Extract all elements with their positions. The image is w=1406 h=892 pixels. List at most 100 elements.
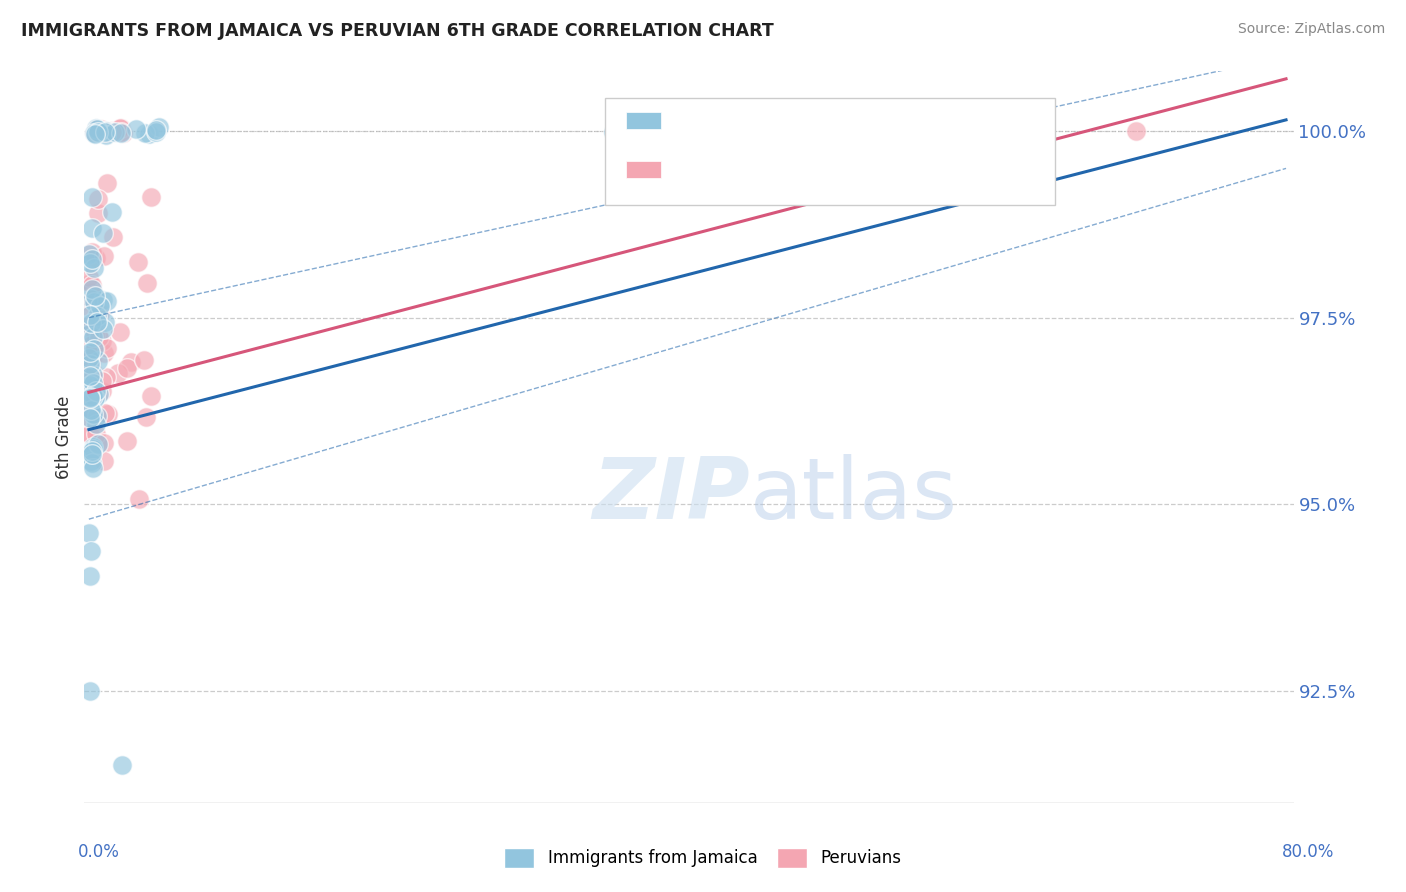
Point: [107, 366, 129, 380]
Point: [82, 461, 104, 475]
Point: [94, 126, 117, 140]
Point: [84, 251, 107, 265]
Point: [84, 427, 107, 442]
Point: [94, 125, 117, 139]
Text: 95: 95: [820, 111, 842, 128]
Point: [82, 408, 104, 422]
Point: [96, 293, 118, 308]
Point: [79, 391, 101, 405]
Point: [80, 343, 103, 357]
Point: [86, 309, 108, 323]
Text: Source: ZipAtlas.com: Source: ZipAtlas.com: [1237, 22, 1385, 37]
Point: [83, 126, 105, 140]
Point: [79, 683, 101, 698]
Point: [79, 276, 101, 290]
Point: [80, 317, 103, 331]
Point: [87, 205, 110, 219]
Point: [111, 758, 134, 772]
Point: [77, 525, 100, 540]
Point: [86, 121, 108, 136]
Point: [91, 227, 114, 241]
Point: [90, 122, 112, 136]
Point: [79, 351, 101, 366]
Point: [82, 368, 104, 382]
Point: [89, 306, 111, 320]
Point: [83, 295, 105, 310]
Legend: Immigrants from Jamaica, Peruvians: Immigrants from Jamaica, Peruvians: [498, 841, 908, 875]
Point: [83, 326, 105, 340]
Point: [80, 456, 103, 470]
Point: [115, 361, 138, 376]
Point: [80, 292, 103, 306]
Point: [83, 334, 105, 349]
Point: [80, 402, 103, 417]
Point: [1125, 124, 1147, 138]
Point: [108, 325, 131, 339]
Point: [87, 124, 110, 138]
Point: [103, 229, 125, 244]
Point: [77, 387, 100, 401]
Point: [77, 270, 100, 285]
Point: [93, 435, 115, 450]
Point: [77, 343, 100, 357]
Point: [79, 427, 101, 442]
Point: [93, 249, 115, 263]
Point: [96, 123, 118, 137]
Point: [82, 278, 104, 293]
Point: [135, 410, 157, 425]
Point: [120, 355, 142, 369]
Point: [94, 406, 117, 420]
Text: ZIP: ZIP: [592, 454, 749, 537]
Point: [82, 366, 104, 380]
Point: [128, 491, 150, 506]
Text: 0.0%: 0.0%: [77, 843, 120, 861]
Point: [86, 384, 108, 398]
Point: [79, 345, 101, 359]
Point: [84, 127, 107, 141]
Point: [115, 434, 138, 448]
Point: [94, 315, 117, 329]
Point: [79, 357, 101, 371]
Point: [79, 344, 101, 359]
Point: [79, 569, 101, 583]
Point: [82, 221, 104, 235]
Point: [80, 454, 103, 468]
Point: [77, 300, 100, 314]
Point: [77, 362, 100, 376]
Point: [82, 442, 104, 456]
Point: [89, 299, 111, 313]
Point: [87, 124, 110, 138]
Point: [84, 342, 107, 356]
Point: [82, 376, 104, 390]
Point: [145, 124, 167, 138]
Point: [79, 369, 101, 384]
Text: N =: N =: [780, 111, 817, 128]
Point: [97, 407, 120, 421]
Point: [110, 121, 132, 136]
Point: [86, 409, 108, 423]
Point: [93, 346, 115, 360]
Point: [112, 126, 135, 140]
Point: [87, 353, 110, 368]
Point: [139, 190, 162, 204]
Point: [80, 379, 103, 393]
Point: [96, 128, 118, 142]
Point: [79, 367, 101, 381]
Point: [84, 289, 107, 303]
Point: [125, 122, 148, 136]
Point: [83, 386, 105, 401]
Point: [80, 544, 103, 558]
Point: [110, 126, 132, 140]
Point: [135, 276, 157, 290]
Text: 86: 86: [820, 160, 842, 178]
Point: [80, 447, 103, 461]
Point: [94, 124, 117, 138]
Point: [90, 334, 112, 349]
Point: [86, 413, 108, 427]
Point: [79, 247, 101, 261]
Point: [82, 389, 104, 403]
Point: [91, 374, 114, 388]
Point: [86, 436, 108, 450]
Point: [96, 369, 118, 384]
Point: [79, 412, 101, 426]
